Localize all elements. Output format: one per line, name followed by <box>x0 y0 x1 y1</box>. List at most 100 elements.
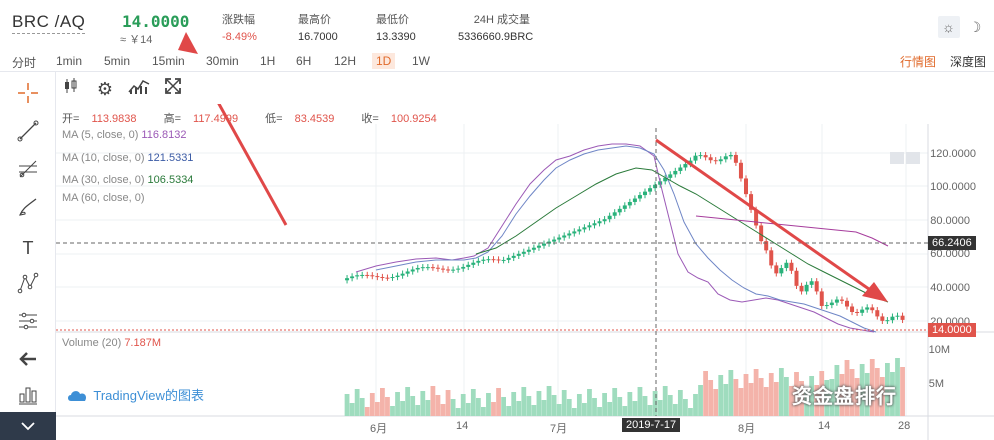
pattern-icon[interactable] <box>14 272 42 300</box>
scale-buttons[interactable] <box>890 152 920 164</box>
interval-tab[interactable]: 1H <box>260 54 276 68</box>
prediction-icon[interactable] <box>14 310 42 338</box>
candle-body <box>749 194 754 210</box>
volume-bar <box>405 387 411 416</box>
candle-body <box>400 273 405 276</box>
ma30-legend[interactable]: MA (30, close, 0) 106.5334 <box>62 174 193 186</box>
stat-label: 24H 成交量 <box>473 14 530 26</box>
brush-icon[interactable] <box>14 196 42 224</box>
time-tick: 14 <box>456 420 469 432</box>
stat-label: 涨跌幅 <box>222 14 255 26</box>
volume-bar <box>369 393 375 416</box>
volume-legend[interactable]: Volume (20) 7.187M <box>62 337 161 349</box>
candle-body <box>425 267 430 269</box>
tradingview-logo[interactable]: TradingView的图表 <box>66 385 204 404</box>
pair-selector[interactable]: BRC /AQ <box>12 12 86 34</box>
ohlc-legend: 开= 113.9838 高= 117.4999 低= 83.4539 收= 100.92… <box>62 110 461 126</box>
crosshair-price-tag: 66.2406 <box>928 236 976 250</box>
candle-body <box>804 284 809 292</box>
volume-bar <box>627 392 633 416</box>
interval-tab[interactable]: 12H <box>334 54 357 68</box>
candle-body <box>536 245 541 248</box>
arrowhead-icon <box>178 32 198 54</box>
candle-body <box>430 267 435 269</box>
volume-bar <box>890 372 895 416</box>
candle-body <box>365 274 370 276</box>
text-icon[interactable]: T <box>22 238 34 258</box>
candle-body <box>683 164 688 168</box>
candle-body <box>577 229 582 232</box>
candle-body <box>728 154 733 157</box>
fib-icon[interactable] <box>14 158 42 186</box>
candle-body <box>764 241 769 251</box>
volume-bar <box>652 391 658 416</box>
interval-tab[interactable]: 5min <box>104 54 131 68</box>
candle-body <box>845 300 849 307</box>
candle-body <box>587 225 592 228</box>
interval-tab[interactable]: 6H <box>296 54 312 68</box>
volume-bar <box>349 403 355 416</box>
candles-icon[interactable] <box>58 76 84 102</box>
price-chart[interactable] <box>56 104 994 440</box>
volume-bar <box>799 381 804 416</box>
tab-price-chart[interactable]: 行情图 <box>900 55 937 69</box>
fullscreen-icon[interactable] <box>160 76 186 102</box>
volume-bar <box>395 392 400 416</box>
candle-body <box>855 311 860 313</box>
candle-body <box>779 268 784 274</box>
candle-body <box>784 262 789 269</box>
volume-bar <box>425 400 431 416</box>
candle-body <box>643 191 647 196</box>
volume-bar <box>647 405 653 416</box>
volume-bar <box>728 370 734 416</box>
indicators-icon[interactable] <box>126 76 152 102</box>
stat-label: 最低价 <box>376 14 409 26</box>
volume-bar <box>576 394 582 416</box>
volume-bar <box>501 397 506 416</box>
candle-body <box>390 277 395 279</box>
drawing-toolbar: T <box>0 72 56 440</box>
gear-icon[interactable]: ⚙ <box>96 79 114 99</box>
tab-depth-chart[interactable]: 深度图 <box>950 55 987 69</box>
interval-tab[interactable]: 30min <box>206 54 239 68</box>
candle-body <box>678 167 683 171</box>
volume-bar <box>506 406 512 416</box>
volume-bar <box>440 404 446 416</box>
candle-body <box>693 155 698 161</box>
candle-body <box>526 249 531 252</box>
candle-body <box>491 259 496 261</box>
candle-body <box>627 201 632 206</box>
back-arrow-icon[interactable] <box>14 348 42 376</box>
moon-icon[interactable]: ☽ <box>968 19 982 35</box>
candle-body <box>446 269 451 271</box>
interval-tab[interactable]: 1W <box>412 54 430 68</box>
ma60-legend[interactable]: MA (60, close, 0) <box>62 192 148 204</box>
trendline-icon[interactable] <box>14 120 42 148</box>
ma10-legend[interactable]: MA (10, close, 0) 121.5331 <box>62 152 193 164</box>
volume-bar <box>869 359 875 416</box>
interval-tab[interactable]: 1min <box>56 54 83 68</box>
volume-bar <box>768 373 774 416</box>
interval-tab[interactable]: 15min <box>152 54 185 68</box>
interval-tab-active[interactable]: 1D <box>372 53 396 69</box>
volume-bar <box>667 395 673 416</box>
bars-icon[interactable] <box>14 384 42 412</box>
interval-tab[interactable]: 分时 <box>12 56 37 70</box>
volume-bar <box>587 389 592 416</box>
chevron-down-icon[interactable] <box>0 412 56 440</box>
price-tick: 40.0000 <box>930 282 970 294</box>
candle-body <box>829 302 834 306</box>
crosshair-icon[interactable] <box>14 82 42 110</box>
volume-bar <box>662 386 668 416</box>
candle-body <box>435 267 440 269</box>
sun-icon[interactable]: ☼ <box>937 16 960 38</box>
candle-body <box>754 209 759 226</box>
close-label: 收= <box>361 113 379 125</box>
candle-body <box>597 221 602 224</box>
ma5-legend[interactable]: MA (5, close, 0) 116.8132 <box>62 129 187 141</box>
stat-label: 最高价 <box>298 14 331 26</box>
tradingview-name: TradingView <box>93 388 165 403</box>
candle-body <box>809 281 814 285</box>
volume-bar <box>612 388 618 416</box>
